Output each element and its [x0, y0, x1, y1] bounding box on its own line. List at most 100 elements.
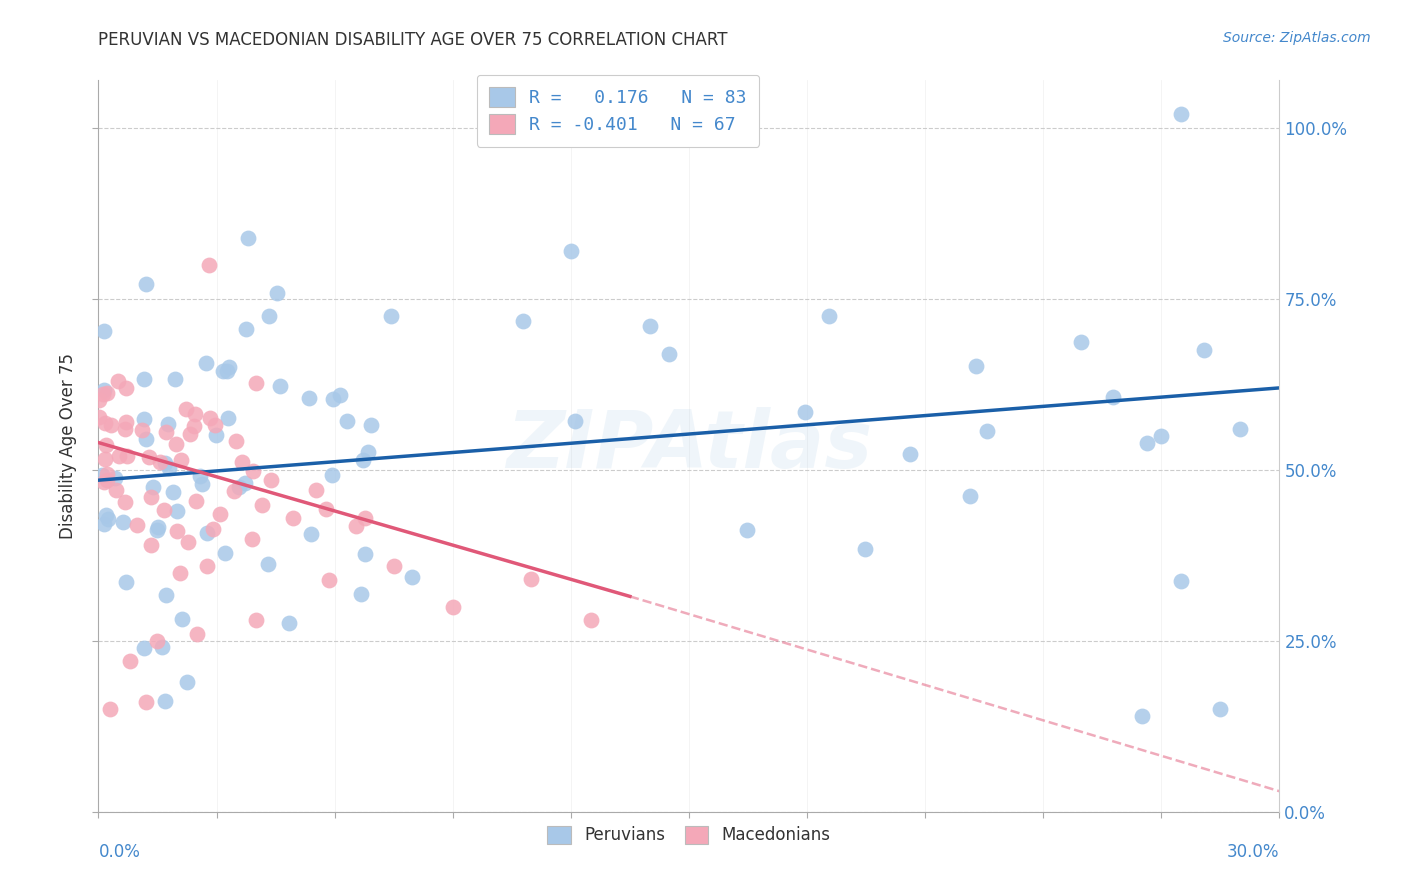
Point [96, 467, 118, 481]
Point [579, 613, 602, 627]
Point [198, 258, 221, 272]
Point [304, 483, 326, 498]
Point [104, 471, 127, 485]
Point [269, 379, 291, 393]
Point [93, 451, 115, 466]
Point [329, 388, 352, 402]
Point [512, 313, 534, 327]
Point [93, 475, 115, 489]
Point [965, 359, 987, 373]
Point [87, 409, 110, 424]
Point [257, 557, 280, 571]
Point [441, 599, 464, 614]
Point [250, 498, 273, 512]
Point [94, 438, 117, 452]
Point [183, 419, 205, 434]
Point [132, 641, 155, 656]
Point [89, 392, 111, 407]
Point [146, 519, 169, 533]
Point [177, 535, 200, 549]
Point [205, 427, 228, 442]
Point [560, 244, 582, 259]
Point [1229, 422, 1251, 436]
Point [240, 532, 263, 546]
Point [146, 633, 169, 648]
Point [166, 503, 188, 517]
Point [198, 411, 221, 425]
Point [115, 574, 138, 589]
Point [149, 455, 172, 469]
Point [91, 468, 114, 483]
Point [162, 484, 184, 499]
Point [259, 309, 281, 323]
Point [93, 387, 115, 401]
Point [281, 511, 304, 525]
Point [818, 309, 841, 323]
Point [107, 374, 129, 388]
Point [195, 525, 218, 540]
Point [132, 372, 155, 386]
Point [135, 277, 157, 292]
Text: PERUVIAN VS MACEDONIAN DISABILITY AGE OVER 75 CORRELATION CHART: PERUVIAN VS MACEDONIAN DISABILITY AGE OV… [98, 31, 728, 49]
Point [209, 507, 232, 521]
Point [350, 587, 373, 601]
Point [93, 516, 115, 531]
Point [139, 490, 162, 504]
Point [382, 558, 405, 573]
Point [360, 417, 382, 432]
Point [1170, 574, 1192, 588]
Point [165, 437, 187, 451]
Point [1136, 436, 1159, 450]
Point [260, 473, 283, 487]
Point [214, 546, 236, 560]
Point [195, 559, 218, 574]
Point [233, 476, 256, 491]
Point [153, 456, 176, 470]
Point [131, 423, 153, 437]
Point [93, 383, 115, 397]
Text: ZIPAtlas: ZIPAtlas [506, 407, 872, 485]
Point [321, 467, 343, 482]
Point [127, 517, 149, 532]
Point [1130, 709, 1153, 723]
Point [236, 230, 259, 244]
Text: 0.0%: 0.0% [98, 843, 141, 861]
Point [853, 541, 876, 556]
Point [245, 613, 267, 627]
Point [141, 538, 163, 552]
Point [298, 391, 321, 405]
Point [155, 588, 177, 602]
Legend: Peruvians, Macedonians: Peruvians, Macedonians [540, 819, 838, 851]
Point [96, 385, 118, 400]
Point [1070, 335, 1092, 350]
Point [153, 694, 176, 708]
Point [188, 469, 211, 483]
Point [156, 417, 179, 432]
Point [135, 695, 157, 709]
Point [222, 483, 245, 498]
Point [107, 449, 129, 463]
Point [231, 455, 253, 469]
Point [638, 319, 661, 334]
Point [138, 450, 160, 464]
Point [401, 569, 423, 583]
Point [100, 417, 122, 432]
Point [204, 418, 226, 433]
Point [352, 453, 374, 467]
Point [157, 460, 180, 475]
Point [959, 489, 981, 503]
Point [163, 372, 186, 386]
Point [146, 523, 169, 537]
Point [201, 523, 224, 537]
Point [97, 512, 120, 526]
Text: 30.0%: 30.0% [1227, 843, 1279, 861]
Point [115, 415, 138, 429]
Point [195, 356, 218, 370]
Point [1209, 702, 1232, 716]
Point [118, 654, 141, 668]
Point [564, 414, 586, 428]
Point [898, 447, 921, 461]
Text: Source: ZipAtlas.com: Source: ZipAtlas.com [1223, 31, 1371, 45]
Point [353, 511, 375, 525]
Point [1170, 107, 1192, 121]
